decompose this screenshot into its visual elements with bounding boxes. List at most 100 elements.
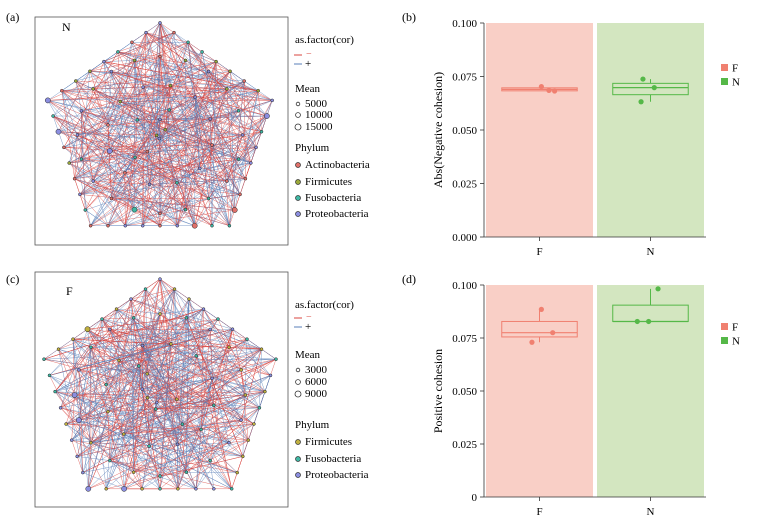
- network-node: [270, 98, 274, 103]
- box-F: [501, 320, 578, 338]
- network-node: [241, 454, 245, 459]
- legend-c-phylum-dot-2: [295, 456, 301, 462]
- network-node: [230, 327, 235, 331]
- band-F: [486, 23, 593, 237]
- legend-a-mean-circle-3: [294, 123, 302, 131]
- y-tick-label: 0.100: [452, 18, 477, 30]
- legend-c-phylum-title: Phylum: [295, 419, 330, 431]
- network-node: [155, 400, 159, 405]
- network-node: [169, 342, 173, 346]
- network-node: [236, 157, 241, 161]
- network-node: [140, 487, 144, 491]
- panel-d-label: (d): [402, 272, 416, 286]
- network-node: [274, 357, 278, 361]
- network-node: [183, 207, 188, 212]
- network-node: [67, 161, 71, 165]
- network-node: [252, 422, 256, 426]
- network-node: [167, 108, 172, 112]
- network-node: [106, 223, 110, 228]
- network-node: [109, 69, 114, 74]
- x-tick-label: F: [536, 246, 542, 258]
- legend-key-F: [721, 64, 728, 71]
- network-node: [78, 192, 82, 197]
- legend-label-F: F: [732, 63, 738, 75]
- legend-c-mean-circle-1: [295, 367, 301, 373]
- network-node: [118, 99, 122, 104]
- network-node: [254, 145, 258, 150]
- network-node: [147, 182, 152, 187]
- point-F: [546, 87, 552, 94]
- network-node: [131, 206, 138, 213]
- network-node: [259, 347, 264, 351]
- band-N: [597, 23, 704, 237]
- box-N: [612, 82, 689, 96]
- network-node: [74, 79, 78, 83]
- network-node: [172, 30, 176, 35]
- network-node: [206, 196, 211, 201]
- network-node: [216, 317, 220, 321]
- legend-c-mean-1: 3000: [305, 364, 328, 376]
- network-node: [231, 207, 238, 213]
- legend-c-mean-title: Mean: [295, 349, 321, 361]
- network-node: [227, 440, 231, 445]
- panel-a-label: (a): [6, 10, 19, 24]
- network-node: [131, 470, 136, 474]
- network-node: [208, 458, 212, 463]
- network-node: [194, 487, 198, 491]
- network-node: [163, 127, 168, 132]
- network-node: [158, 211, 162, 216]
- panel-c-legend: as.factor(cor) − + Mean 3000 6000 9000 P…: [294, 299, 369, 481]
- network-node: [89, 345, 93, 350]
- network-node: [184, 470, 189, 474]
- point-F: [538, 306, 544, 312]
- network-node: [154, 133, 159, 138]
- network-node: [175, 181, 179, 185]
- network-node: [140, 343, 145, 348]
- x-tick-label: N: [647, 506, 655, 518]
- network-node: [243, 393, 248, 397]
- network-node: [210, 376, 214, 381]
- legend-a-mean-circle-2: [295, 112, 301, 118]
- network-node: [60, 88, 64, 93]
- legend-c-phylum-dot-3: [295, 472, 301, 478]
- network-node: [106, 148, 113, 154]
- network-node: [131, 316, 136, 320]
- network-node: [145, 372, 149, 376]
- network-node: [243, 176, 248, 181]
- network-node: [259, 129, 264, 134]
- network-node: [157, 136, 162, 141]
- legend-c-phylum-dot-1: [295, 439, 301, 445]
- network-node: [123, 223, 128, 228]
- point-F: [538, 83, 544, 90]
- legend-label-N: N: [732, 77, 740, 89]
- network-node: [106, 123, 110, 127]
- network-node: [79, 157, 84, 161]
- network-node: [132, 58, 137, 63]
- network-node: [158, 487, 162, 491]
- network-node: [239, 368, 243, 372]
- network-node: [256, 88, 260, 93]
- point-F: [529, 339, 535, 345]
- legend-c-pos-symbol: +: [305, 321, 311, 333]
- network-node: [210, 143, 214, 147]
- net-c-nodes: [42, 277, 278, 492]
- network-node: [158, 277, 162, 281]
- network-node: [240, 133, 245, 137]
- network-node: [201, 307, 206, 311]
- network-node: [121, 485, 127, 492]
- network-node: [228, 69, 232, 74]
- network-node: [229, 487, 234, 491]
- network-node: [77, 368, 81, 372]
- network-node: [212, 487, 216, 491]
- network-node: [225, 87, 229, 91]
- network-node: [102, 59, 106, 64]
- y-tick-label: 0.025: [452, 179, 477, 191]
- legend-a-mean-1: 5000: [305, 98, 328, 110]
- y-axis-label: Positive cohesion: [431, 349, 445, 433]
- network-node: [42, 357, 46, 361]
- network-node: [168, 83, 173, 88]
- network-node: [158, 54, 162, 59]
- network-node: [44, 97, 51, 104]
